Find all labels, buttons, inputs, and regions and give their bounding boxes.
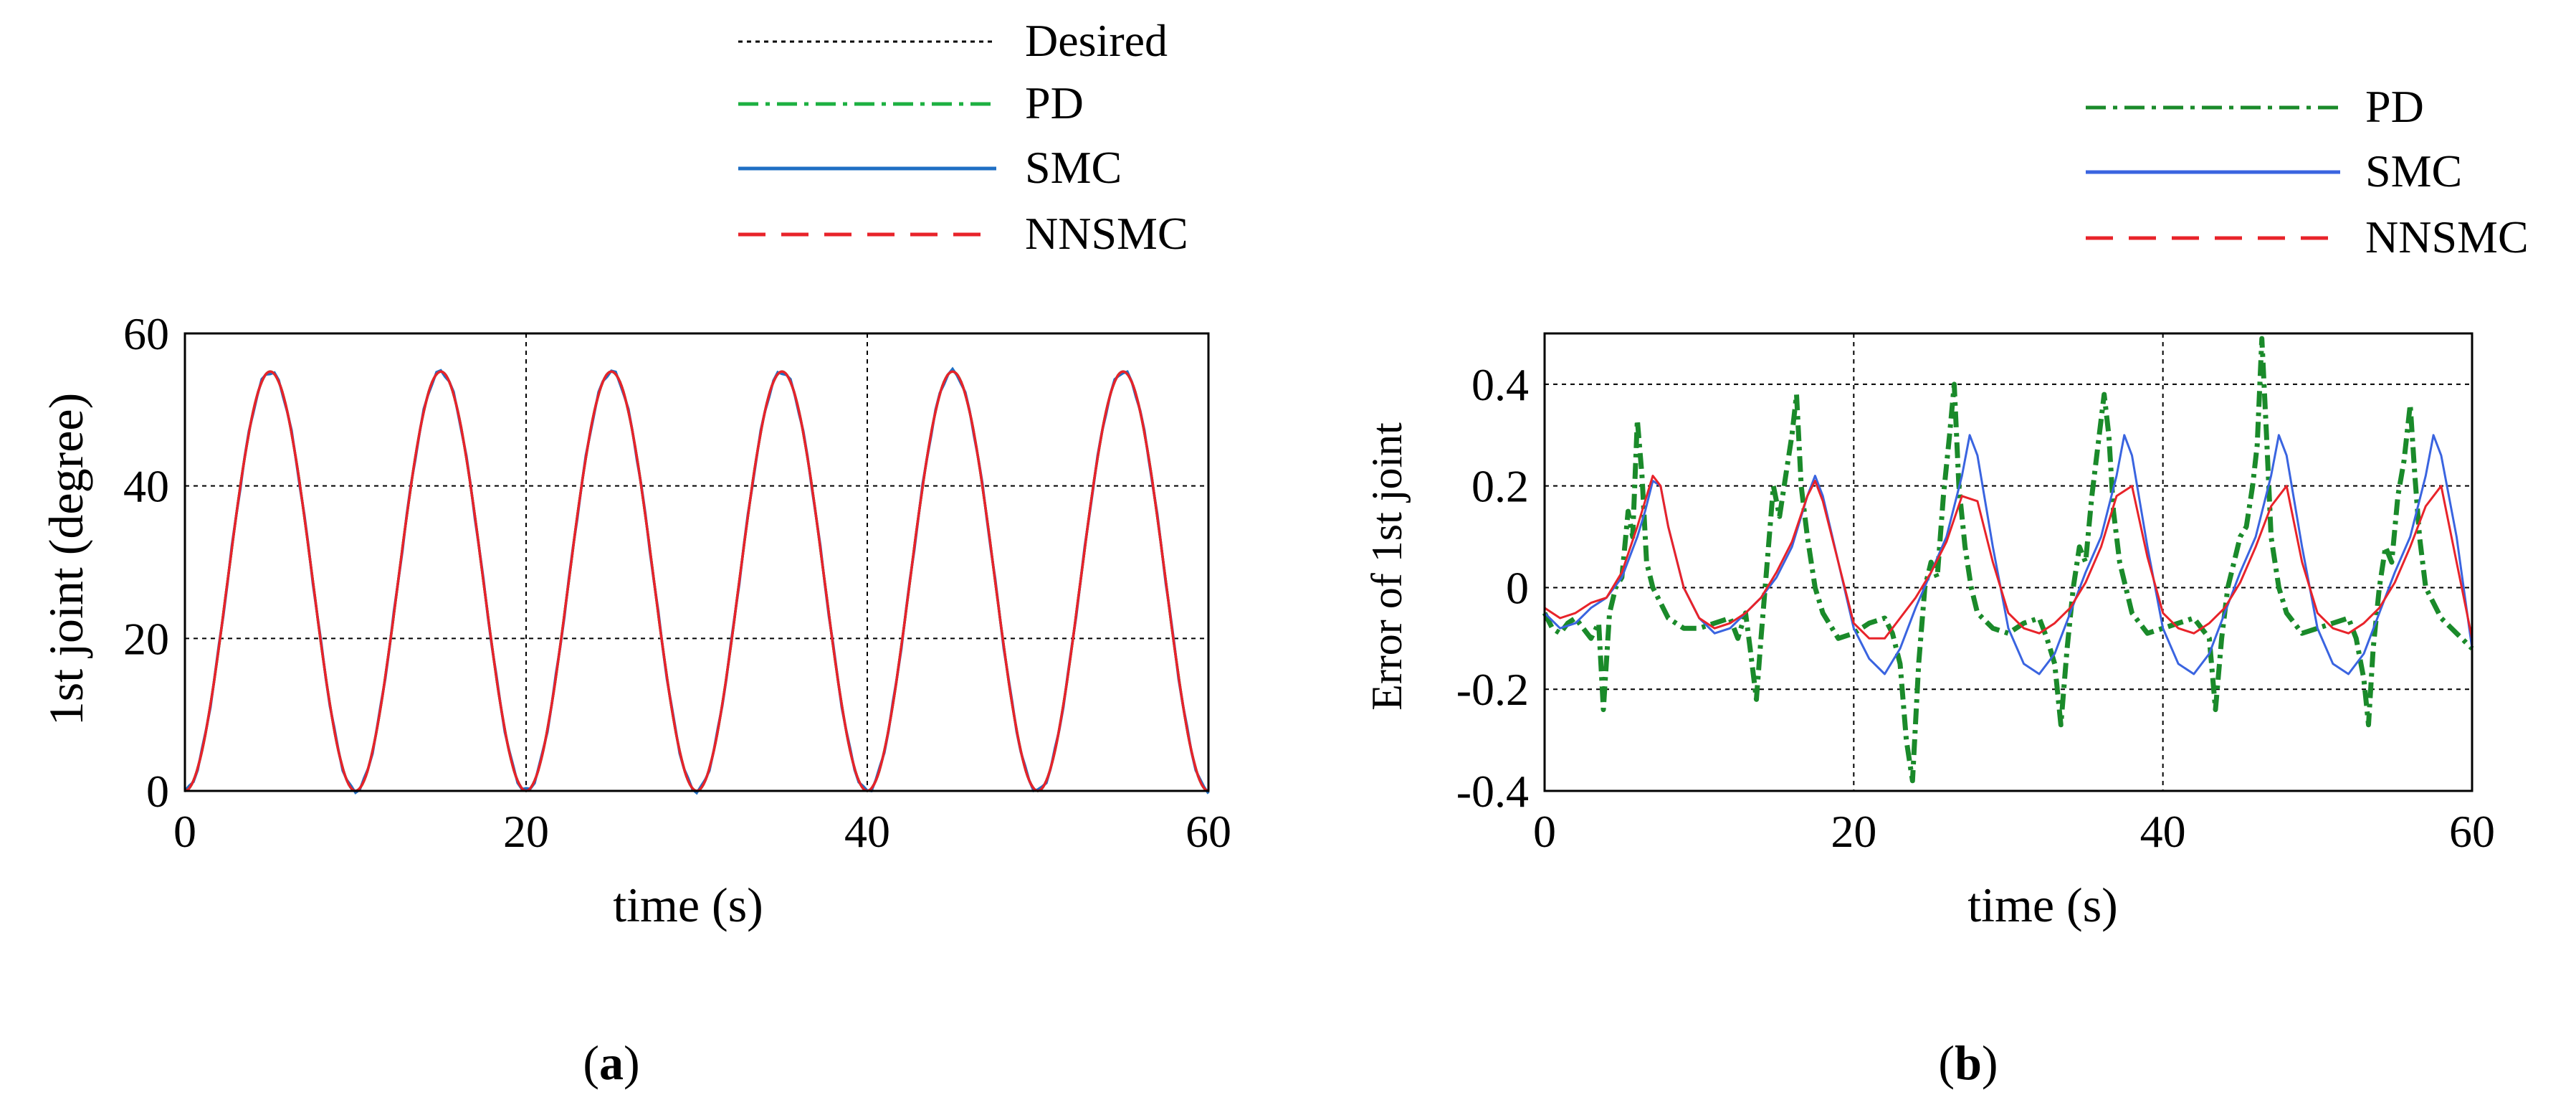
- panel-a-y-tick-label: 0: [146, 766, 169, 817]
- panel-a-y-axis-label: 1st joint (degree): [39, 393, 93, 726]
- panel-a-series: [183, 366, 1210, 795]
- panel-a-x-tick-label: 20: [503, 806, 549, 857]
- panel-b-series-pd: [1542, 336, 2474, 784]
- panel-a-x-tick-label: 0: [173, 806, 196, 857]
- panel-b-series-nnsmc: [1544, 475, 2474, 640]
- panel-a-y-tick-label: 20: [123, 613, 169, 664]
- panel-a-legend-label-desired: Desired: [1025, 15, 1168, 66]
- panel-a-x-axis-label: time (s): [613, 878, 763, 932]
- panel-b-y-tick-label: 0.2: [1471, 461, 1529, 512]
- panel-b-caption: (b): [1938, 1035, 1998, 1090]
- panel-a-series-smc: [183, 366, 1210, 795]
- panel-b-x-tick-label: 40: [2140, 806, 2186, 857]
- panel-b-tick-labels: 0 20 40 60 -0.4 -0.2 0 0.2 0.4: [1456, 359, 2495, 857]
- panel-a-plot-frame: [183, 332, 1210, 792]
- panel-b-grid: [1545, 333, 2472, 791]
- panel-a-caption-letter: a: [599, 1035, 624, 1090]
- panel-b-x-axis-label: time (s): [1967, 878, 2118, 932]
- panel-a-y-tick-label: 40: [123, 461, 169, 512]
- panel-a-legend: Desired PD SMC NNSMC: [738, 15, 1188, 259]
- panel-b-y-tick-label: 0: [1506, 562, 1529, 613]
- panel-a-series-pd: [184, 370, 1209, 792]
- panel-a-y-tick-label: 60: [123, 308, 169, 359]
- panel-a-legend-label-pd: PD: [1025, 77, 1084, 128]
- panel-a-series-nnsmc: [184, 370, 1209, 792]
- panel-b-legend-label-nnsmc: NNSMC: [2365, 212, 2529, 262]
- panel-a-grid: [185, 333, 1208, 791]
- panel-a-caption: (a): [583, 1035, 639, 1090]
- panel-b: PD SMC NNSMC 0 20 40 60 -0.4 -0.2 0 0.2 0.4 time (…: [1363, 81, 2529, 1090]
- panel-a-x-tick-label: 40: [844, 806, 890, 857]
- panel-b-x-tick-label: 60: [2449, 806, 2495, 857]
- panel-b-y-tick-label: 0.4: [1471, 359, 1529, 410]
- panel-a-legend-label-nnsmc: NNSMC: [1025, 208, 1188, 259]
- panel-b-plot-frame: [1543, 332, 2474, 792]
- panel-b-caption-letter: b: [1955, 1035, 1982, 1090]
- panel-b-y-tick-label: -0.4: [1456, 766, 1529, 817]
- panel-a: Desired PD SMC NNSMC 0 20 40 60 0 20 40 60 time (s…: [39, 15, 1231, 1090]
- panel-b-legend-label-pd: PD: [2365, 81, 2424, 132]
- panel-a-series-desired: [184, 370, 1209, 792]
- panel-a-tick-labels: 0 20 40 60 0 20 40 60: [123, 308, 1231, 857]
- panel-b-x-tick-label: 20: [1831, 806, 1876, 857]
- panel-b-x-tick-label: 0: [1533, 806, 1556, 857]
- panel-b-y-axis-label: Error of 1st joint: [1363, 422, 1411, 711]
- panel-a-legend-label-smc: SMC: [1025, 142, 1122, 193]
- panel-b-y-tick-label: -0.2: [1456, 664, 1529, 715]
- panel-b-legend: PD SMC NNSMC: [2086, 81, 2529, 262]
- panel-b-legend-label-smc: SMC: [2365, 146, 2462, 196]
- panel-b-series: [1542, 336, 2474, 784]
- panel-b-series-smc: [1543, 434, 2474, 675]
- panel-a-x-tick-label: 60: [1186, 806, 1231, 857]
